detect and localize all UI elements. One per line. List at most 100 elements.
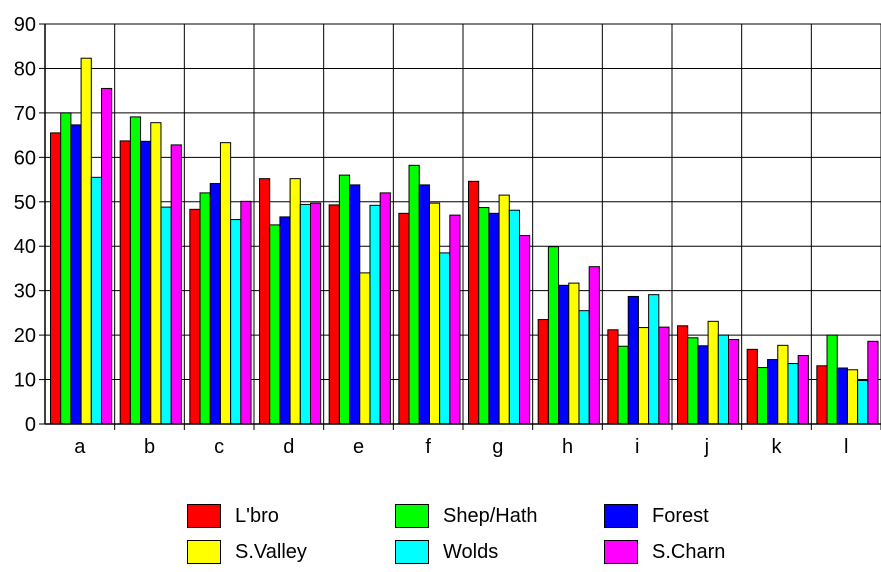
- legend-label: S.Valley: [235, 540, 307, 563]
- bar-a-series-6: [101, 87, 113, 425]
- bar-b-series-2: [129, 116, 142, 425]
- bar-i-series-2: [617, 345, 629, 425]
- legend-swatch: [604, 540, 638, 564]
- gridlines: [45, 23, 881, 424]
- bar-b-series-3: [140, 140, 152, 425]
- bar-e-series-6: [379, 192, 391, 425]
- bar-h-series-2: [547, 246, 560, 425]
- bar-b-series-1: [119, 140, 131, 425]
- bar-b-series-6: [170, 144, 182, 425]
- bar-i-series-4: [637, 327, 650, 425]
- bar-b-series-5: [160, 206, 172, 425]
- legend-item: S.Valley: [187, 538, 307, 566]
- bar-j-series-5: [717, 334, 729, 425]
- legend-item: S.Charn: [604, 538, 725, 566]
- bar-i-series-5: [648, 294, 660, 425]
- bar-d-series-1: [259, 178, 271, 425]
- bar-l-series-1: [816, 365, 828, 425]
- bar-j-series-6: [728, 339, 740, 425]
- bar-f-series-3: [418, 184, 430, 425]
- x-tick-label: a: [74, 436, 86, 458]
- y-tick-label: 0: [25, 414, 36, 436]
- legend-item: Shep/Hath: [395, 502, 538, 530]
- bar-j-series-2: [687, 337, 699, 425]
- bar-c-series-3: [209, 183, 221, 425]
- x-tick-label: e: [353, 436, 364, 458]
- legend-label: S.Charn: [652, 540, 726, 563]
- axes: [39, 23, 881, 430]
- x-tick-labels: a b c d e f g h i j k l: [74, 436, 848, 458]
- bar-k-series-5: [787, 363, 799, 425]
- legend-swatch: [187, 540, 221, 564]
- bar-g-series-6: [519, 235, 531, 425]
- bar-c-series-1: [189, 208, 201, 425]
- y-tick-label: 60: [14, 147, 36, 169]
- bar-d-series-3: [279, 216, 291, 425]
- bar-k-series-4: [777, 344, 789, 425]
- bar-d-series-5: [299, 203, 311, 425]
- bar-k-series-6: [797, 355, 809, 425]
- bars: [50, 57, 879, 425]
- bar-i-series-3: [627, 295, 639, 425]
- bar-d-series-6: [310, 202, 322, 425]
- bar-c-series-4: [219, 142, 232, 425]
- x-tick-label: g: [492, 436, 503, 458]
- bar-i-series-6: [658, 326, 670, 425]
- bar-a-series-1: [50, 132, 62, 425]
- bar-l-series-5: [857, 379, 869, 425]
- y-tick-labels: 0 10 20 30 40 50 60 70 80 90: [14, 14, 36, 436]
- bar-a-series-2: [60, 112, 72, 425]
- bar-e-series-5: [369, 204, 381, 425]
- bar-a-series-3: [70, 124, 82, 425]
- legend-swatch: [395, 540, 429, 564]
- bar-g-series-2: [478, 207, 490, 425]
- x-tick-label: f: [425, 436, 431, 458]
- bar-g-series-5: [508, 209, 520, 425]
- bar-k-series-1: [746, 348, 758, 425]
- bar-g-series-4: [498, 194, 510, 425]
- bar-f-series-5: [439, 252, 451, 425]
- bar-l-series-2: [826, 334, 838, 425]
- bar-d-series-2: [269, 224, 281, 425]
- legend-label: Forest: [652, 504, 709, 527]
- bar-e-series-2: [338, 174, 351, 425]
- x-tick-label: d: [283, 436, 294, 458]
- legend-swatch: [604, 504, 638, 528]
- legend: L'bro Shep/Hath Forest S.Valley Wolds S.Charn: [187, 502, 787, 572]
- bar-g-series-1: [468, 180, 480, 425]
- legend-item: Forest: [604, 502, 709, 530]
- bar-e-series-1: [328, 204, 340, 425]
- y-tick-label: 40: [14, 236, 36, 258]
- x-tick-label: b: [144, 436, 155, 458]
- legend-item: Wolds: [395, 538, 498, 566]
- bar-h-series-3: [558, 284, 570, 425]
- bar-f-series-1: [398, 212, 410, 425]
- bar-h-series-5: [578, 310, 590, 425]
- bar-c-series-5: [230, 219, 242, 425]
- bar-b-series-4: [150, 122, 162, 425]
- bar-e-series-4: [359, 272, 371, 425]
- bar-j-series-3: [697, 345, 709, 425]
- bar-d-series-4: [289, 178, 301, 425]
- bar-e-series-3: [349, 184, 361, 425]
- bar-f-series-4: [428, 202, 441, 425]
- x-tick-label: k: [772, 436, 783, 458]
- bar-l-series-3: [836, 367, 848, 425]
- bar-l-series-6: [867, 340, 879, 425]
- x-tick-label: l: [844, 436, 848, 458]
- bar-h-series-6: [588, 266, 600, 425]
- bar-l-series-4: [846, 369, 859, 425]
- legend-swatch: [187, 504, 221, 528]
- bar-a-series-5: [90, 176, 103, 425]
- bar-g-series-3: [488, 212, 500, 425]
- y-tick-label: 20: [14, 325, 36, 347]
- legend-item: L'bro: [187, 502, 279, 530]
- legend-label: Shep/Hath: [443, 504, 538, 527]
- bar-h-series-4: [568, 282, 580, 425]
- x-tick-label: h: [562, 436, 573, 458]
- x-tick-label: c: [214, 436, 224, 458]
- bar-k-series-3: [767, 359, 779, 425]
- bar-j-series-1: [677, 325, 689, 425]
- bar-f-series-2: [408, 164, 420, 425]
- y-tick-label: 70: [14, 103, 36, 125]
